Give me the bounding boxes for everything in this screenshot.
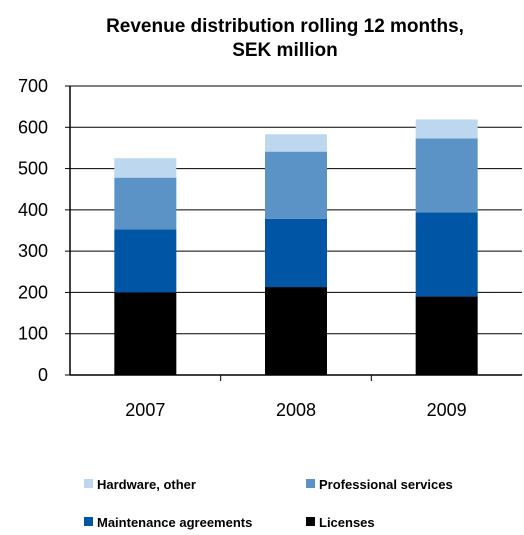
y-tick-label: 400 (18, 200, 48, 220)
x-tick-label: 2008 (276, 400, 316, 420)
chart-subtitle: SEK million (232, 40, 338, 61)
legend-swatch (84, 479, 93, 488)
bar-segment-professional-services (114, 178, 176, 230)
x-tick-label: 2009 (427, 400, 467, 420)
bars (114, 119, 477, 375)
bar-segment-maintenance-agreements (416, 212, 478, 296)
bar-segment-licenses (265, 287, 327, 375)
bar-segment-licenses (416, 297, 478, 375)
y-tick-label: 600 (18, 117, 48, 137)
legend-label: Hardware, other (97, 477, 196, 492)
legend-label: Maintenance agreements (97, 515, 252, 530)
bar-segment-maintenance-agreements (265, 219, 327, 287)
y-tick-label: 200 (18, 282, 48, 302)
legend-swatch (306, 479, 315, 488)
legend: Hardware, other Professional services Main… (84, 477, 453, 530)
y-tick-label: 100 (18, 324, 48, 344)
legend-swatch (306, 517, 315, 526)
bar-segment-hardware-other (416, 119, 478, 138)
chart-title: Revenue distribution rolling 12 months, (106, 16, 464, 37)
bar-segment-licenses (114, 292, 176, 375)
bar-segment-hardware-other (265, 134, 327, 151)
bar-segment-professional-services (265, 152, 327, 219)
y-tick-label: 700 (18, 76, 48, 96)
bar-segment-professional-services (416, 138, 478, 212)
bar-segment-maintenance-agreements (114, 229, 176, 292)
x-tick-label: 2007 (125, 400, 165, 420)
legend-label: Professional services (319, 477, 453, 492)
legend-label: Licenses (319, 515, 375, 530)
y-tick-label: 500 (18, 159, 48, 179)
y-tick-label: 0 (38, 365, 48, 385)
legend-swatch (84, 517, 93, 526)
y-tick-label: 300 (18, 241, 48, 261)
bar-segment-hardware-other (114, 158, 176, 177)
